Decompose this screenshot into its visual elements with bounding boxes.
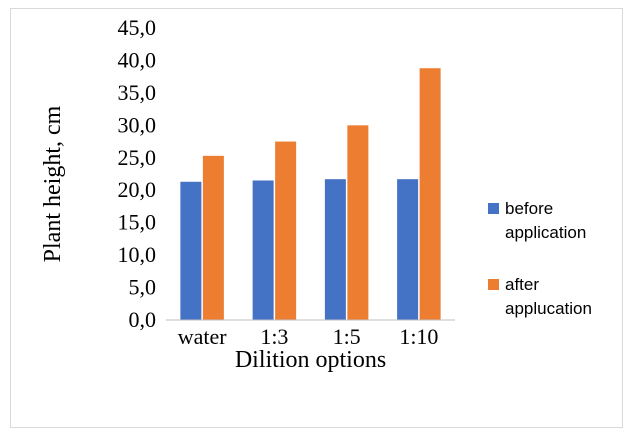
y-tick-label: 10,0 [118,242,157,267]
bar-after-2 [347,125,369,320]
y-tick-label: 0,0 [129,307,157,332]
x-tick-label: 1:3 [260,324,288,349]
x-tick-label: 1:5 [333,324,361,349]
legend-label-after: after [505,275,539,294]
chart-frame [10,8,623,428]
legend: before application after applucation [488,199,592,318]
bar-before-0 [180,181,202,320]
y-axis-ticks: 0,0 5,0 10,0 15,0 20,0 25,0 30,0 35,0 40,0 45,0 [118,15,157,332]
y-tick-label: 45,0 [118,15,157,40]
y-tick-label: 35,0 [118,80,157,105]
y-tick-label: 15,0 [118,210,157,235]
x-tick-label: water [178,324,228,349]
bar-before-1 [252,180,274,320]
y-axis-title: Plant height, cm [40,105,66,262]
legend-swatch-before [488,203,499,214]
legend-label-before: application [505,223,586,242]
legend-label-before: before [505,199,553,218]
bar-after-0 [202,155,224,320]
x-tick-label: 1:10 [399,324,438,349]
bars [180,68,441,320]
y-tick-label: 40,0 [118,47,157,72]
bar-after-3 [419,68,441,320]
bar-before-3 [397,179,419,320]
y-tick-label: 5,0 [129,275,157,300]
x-axis-ticks: water 1:3 1:5 1:10 [178,324,439,349]
y-tick-label: 20,0 [118,177,157,202]
x-axis-title: Dilition options [235,347,386,373]
legend-label-after: applucation [505,299,592,318]
y-tick-label: 25,0 [118,145,157,170]
legend-swatch-after [488,279,499,290]
bar-before-2 [324,179,346,320]
bar-after-1 [275,141,297,320]
y-tick-label: 30,0 [118,112,157,137]
